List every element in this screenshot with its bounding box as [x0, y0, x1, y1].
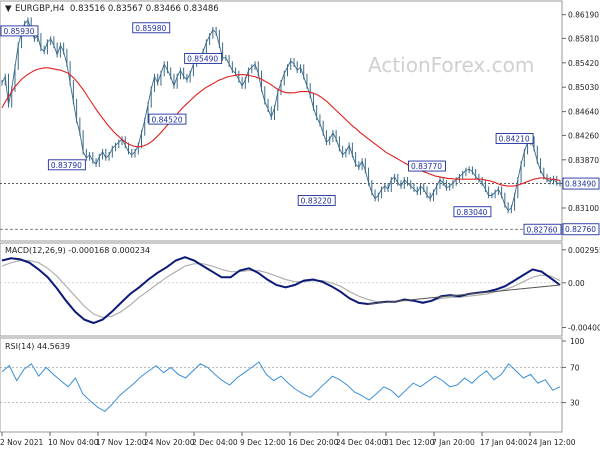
price-ytick-label: 0.84260 [568, 131, 599, 140]
price-callout-box [408, 160, 446, 172]
price-line [1, 19, 561, 212]
price-callout-box [523, 223, 562, 235]
price-callout-box [0, 25, 39, 37]
price-panel [0, 0, 563, 242]
macd-ytick-label: 0.002955 [568, 246, 600, 255]
rsi-ytick-label: 30 [570, 399, 580, 408]
rsi-panel [0, 337, 563, 433]
price-callout-label: 0.83220 [301, 197, 332, 206]
rsi-label: RSI(14) 44.5639 [5, 342, 70, 351]
price-callout-box [132, 22, 171, 34]
watermark: ActionForex.com [368, 53, 534, 77]
rsi-ytick-label: 100 [570, 337, 585, 346]
macd-ytick-label: 0.00 [568, 279, 585, 288]
sma-line [1, 67, 561, 187]
macd-signal-line [1, 259, 561, 319]
macd-panel [0, 242, 563, 337]
support-price-tag [562, 223, 600, 236]
macd-label: MACD(12,26,9) -0.000168 0.000234 [5, 246, 150, 255]
price-callout-label: 0.85980 [135, 24, 166, 33]
price-callout-label: 0.84210 [499, 135, 530, 144]
xtick-label: 24 Jan 12:00 [528, 438, 576, 447]
price-callout-label: 0.82760 [527, 225, 558, 234]
price-callout-label: 0.85490 [187, 55, 218, 64]
rsi-layer [0, 361, 562, 413]
macd-layer [0, 256, 562, 325]
price-ytick-label: 0.86190 [568, 11, 599, 20]
xtick-label: 24 Nov 20:00 [144, 438, 195, 447]
price-ytick-label: 0.83100 [568, 204, 599, 213]
price-callout-box [453, 206, 492, 218]
axis-layer: 0.86190 0.85810 0.85420 0.85030 0.84640 0.842… [0, 11, 600, 447]
price-callout-box [297, 195, 336, 206]
price-callout-label: 0.83770 [411, 162, 442, 171]
rsi-ytick-label: 70 [570, 363, 580, 372]
xtick-label: 2 Dec 04:00 [192, 438, 238, 447]
xtick-label: 7 Jan 20:00 [432, 438, 475, 447]
price-callout-box [184, 52, 223, 64]
header-ohlc: 0.83516 0.83567 0.83466 0.83486 [70, 4, 219, 14]
price-callout-box [495, 133, 534, 144]
price-callout-label: 0.84520 [151, 115, 182, 124]
xtick-label: 16 Dec 20:00 [288, 438, 339, 447]
xtick-label: 17 Jan 04:00 [480, 438, 528, 447]
xtick-label: 31 Dec 12:00 [384, 438, 435, 447]
price-ytick-label: 0.85420 [568, 59, 599, 68]
chart-header: ▼ EURGBP,H4 0.83516 0.83567 0.83466 0.83… [5, 4, 219, 14]
xtick-label: 24 Dec 04:00 [336, 438, 387, 447]
price-callout-label: 0.85930 [4, 27, 35, 36]
price-layer: 0.85930 0.85980 0.85490 0.84520 0.83790 0.842… [0, 17, 562, 235]
current-price-tag [562, 177, 600, 190]
current-price-tag-label: 0.83490 [565, 180, 596, 189]
xtick-label: 9 Dec 12:00 [240, 438, 286, 447]
header-symbol: EURGBP,H4 [15, 4, 65, 14]
price-callout-box [148, 113, 187, 125]
support-price-tag-label: 0.82760 [565, 225, 596, 234]
price-ytick-label: 0.85030 [568, 83, 599, 92]
header-arrow: ▼ [5, 4, 12, 14]
price-callout-label: 0.83790 [51, 161, 82, 170]
price-callout-label: 0.83040 [456, 208, 487, 217]
price-ytick-label: 0.85810 [568, 34, 599, 43]
rsi-line [1, 361, 561, 413]
price-callout-box [47, 159, 86, 171]
xtick-label: 2 Nov 2021 [0, 438, 43, 447]
xtick-label: 17 Nov 12:00 [96, 438, 147, 447]
macd-ytick-label: -0.004009 [568, 324, 600, 333]
price-ytick-label: 0.84640 [568, 108, 599, 117]
macd-trendline [367, 284, 561, 305]
price-ytick-label: 0.83870 [568, 156, 599, 165]
xtick-label: 10 Nov 04:00 [48, 438, 99, 447]
